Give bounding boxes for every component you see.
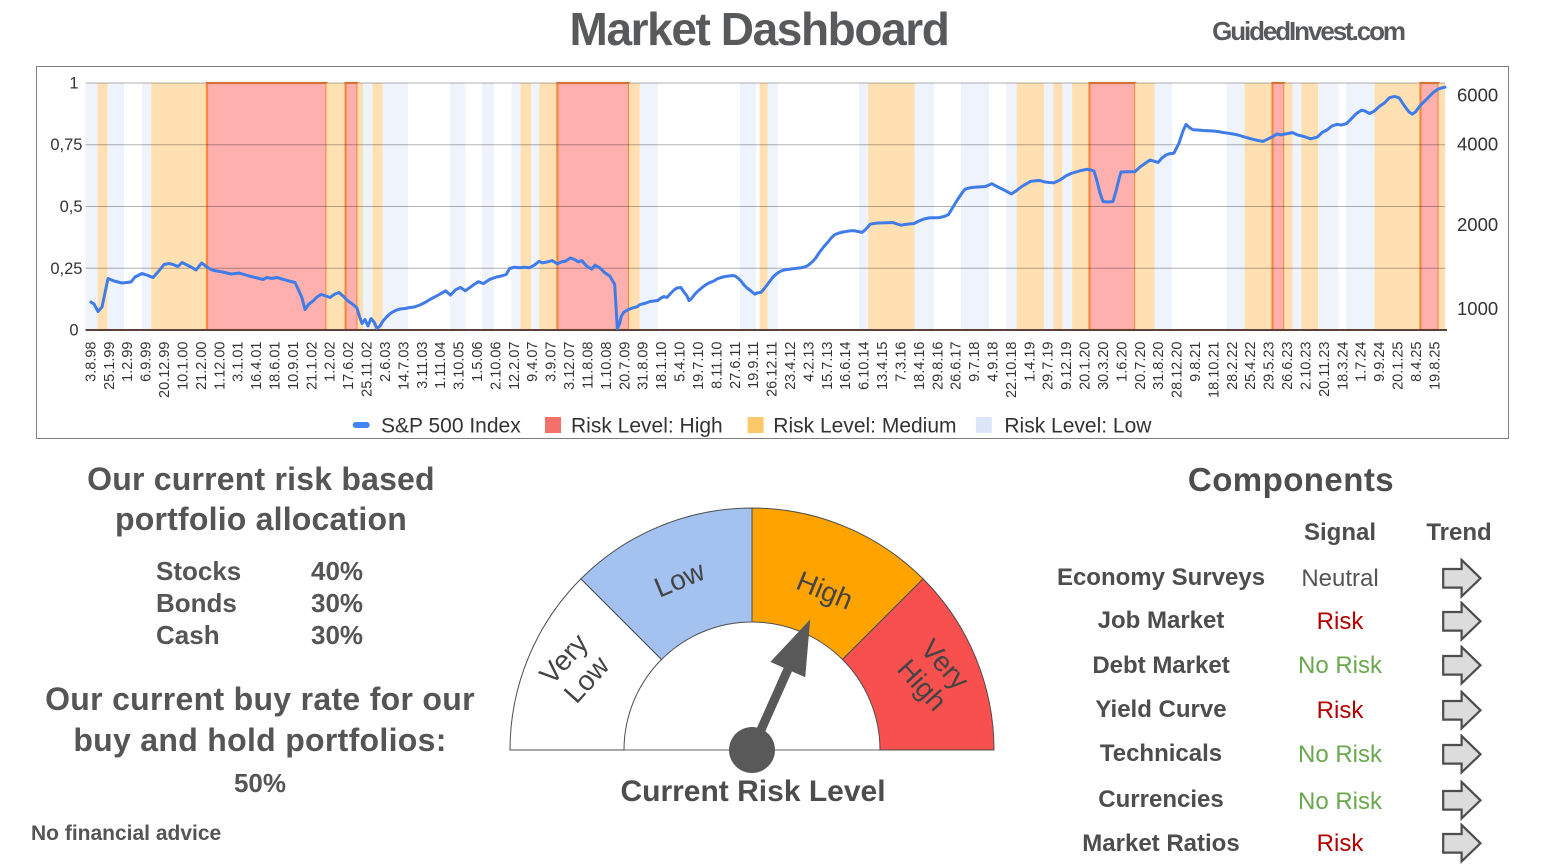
svg-text:13.4.15: 13.4.15 (875, 342, 891, 390)
svg-text:16.6.14: 16.6.14 (838, 342, 854, 390)
svg-text:10.9.01: 10.9.01 (286, 342, 302, 390)
svg-text:17.6.02: 17.6.02 (341, 342, 357, 390)
svg-text:3.9.07: 3.9.07 (544, 342, 560, 382)
svg-text:19.8.25: 19.8.25 (1427, 342, 1443, 390)
svg-text:25.1.99: 25.1.99 (102, 342, 118, 390)
svg-text:0,5: 0,5 (60, 198, 83, 216)
svg-text:6000: 6000 (1457, 85, 1498, 106)
svg-text:23.4.12: 23.4.12 (783, 342, 799, 390)
svg-text:9.7.18: 9.7.18 (967, 342, 983, 382)
svg-text:20.7.20: 20.7.20 (1133, 342, 1149, 390)
svg-text:20.1.20: 20.1.20 (1078, 342, 1094, 390)
svg-text:1000: 1000 (1457, 298, 1498, 319)
svg-text:7.3.16: 7.3.16 (893, 342, 909, 382)
svg-text:Risk Level: Low: Risk Level: Low (1004, 415, 1152, 438)
svg-text:31.8.09: 31.8.09 (636, 342, 652, 390)
svg-text:1.2.99: 1.2.99 (120, 342, 136, 382)
svg-text:4.9.18: 4.9.18 (986, 342, 1002, 382)
svg-text:20.1.25: 20.1.25 (1391, 342, 1407, 390)
svg-text:29.5.23: 29.5.23 (1262, 342, 1278, 390)
svg-text:18.4.16: 18.4.16 (912, 342, 928, 390)
svg-text:25.4.22: 25.4.22 (1243, 342, 1259, 390)
svg-text:16.4.01: 16.4.01 (249, 342, 265, 390)
svg-text:9.12.19: 9.12.19 (1059, 342, 1075, 390)
svg-text:3.10.05: 3.10.05 (452, 342, 468, 390)
svg-text:26.12.11: 26.12.11 (765, 342, 781, 397)
svg-text:29.7.19: 29.7.19 (1041, 341, 1057, 389)
svg-text:1: 1 (69, 75, 78, 93)
svg-text:8.11.10: 8.11.10 (709, 342, 725, 389)
svg-text:2.10.06: 2.10.06 (488, 342, 504, 390)
svg-text:20.12.99: 20.12.99 (157, 342, 173, 398)
svg-text:20.7.09: 20.7.09 (617, 342, 633, 390)
svg-text:18.1.10: 18.1.10 (654, 342, 670, 390)
svg-text:18.3.24: 18.3.24 (1335, 342, 1351, 390)
svg-text:9.4.07: 9.4.07 (525, 342, 541, 382)
svg-text:27.6.11: 27.6.11 (728, 342, 744, 389)
svg-text:19.9.11: 19.9.11 (746, 342, 762, 389)
svg-text:29.8.16: 29.8.16 (930, 342, 946, 390)
svg-text:18.6.01: 18.6.01 (268, 342, 284, 390)
svg-text:8.4.25: 8.4.25 (1409, 342, 1425, 382)
svg-text:2.10.23: 2.10.23 (1299, 342, 1315, 390)
svg-text:1.4.19: 1.4.19 (1022, 342, 1038, 382)
svg-text:28.2.22: 28.2.22 (1225, 342, 1241, 390)
svg-text:31.8.20: 31.8.20 (1151, 342, 1167, 390)
svg-text:12.2.07: 12.2.07 (507, 342, 523, 390)
svg-text:1.5.06: 1.5.06 (470, 342, 486, 382)
svg-text:20.11.23: 20.11.23 (1317, 342, 1333, 397)
svg-text:0,75: 0,75 (50, 136, 82, 154)
svg-text:10.1.00: 10.1.00 (175, 342, 191, 390)
svg-text:1.12.00: 1.12.00 (212, 342, 228, 390)
svg-text:22.10.18: 22.10.18 (1004, 342, 1020, 398)
svg-text:21.1.02: 21.1.02 (304, 342, 320, 390)
svg-text:26.6.17: 26.6.17 (949, 342, 965, 390)
svg-text:9.8.21: 9.8.21 (1188, 342, 1204, 382)
svg-text:28.12.20: 28.12.20 (1170, 342, 1186, 398)
svg-text:Risk Level: High: Risk Level: High (571, 415, 723, 438)
svg-text:26.6.23: 26.6.23 (1280, 342, 1296, 390)
svg-text:2.6.03: 2.6.03 (378, 342, 394, 382)
svg-text:14.7.03: 14.7.03 (396, 342, 412, 390)
svg-text:21.2.00: 21.2.00 (194, 342, 210, 390)
svg-text:1.10.08: 1.10.08 (599, 342, 615, 390)
svg-text:30.3.20: 30.3.20 (1096, 342, 1112, 390)
svg-text:S&P 500 Index: S&P 500 Index (381, 415, 521, 438)
svg-text:4000: 4000 (1457, 134, 1498, 155)
svg-text:18.10.21: 18.10.21 (1206, 342, 1222, 398)
svg-text:3.12.07: 3.12.07 (562, 342, 578, 390)
svg-text:15.7.13: 15.7.13 (820, 342, 836, 390)
svg-text:2000: 2000 (1457, 214, 1498, 235)
svg-text:0,25: 0,25 (50, 260, 82, 278)
svg-text:3.11.03: 3.11.03 (415, 342, 431, 389)
svg-text:6.10.14: 6.10.14 (857, 342, 873, 390)
svg-text:1.7.24: 1.7.24 (1354, 342, 1370, 382)
svg-text:1.6.20: 1.6.20 (1114, 342, 1130, 382)
svg-text:3.8.98: 3.8.98 (83, 342, 99, 382)
svg-text:1.2.02: 1.2.02 (323, 342, 339, 382)
svg-text:3.1.01: 3.1.01 (231, 342, 247, 382)
svg-text:25.11.02: 25.11.02 (360, 342, 376, 397)
svg-text:1.11.04: 1.11.04 (433, 342, 449, 389)
svg-text:Risk Level: Medium: Risk Level: Medium (773, 415, 956, 438)
svg-text:19.7.10: 19.7.10 (691, 342, 707, 390)
svg-text:5.4.10: 5.4.10 (673, 342, 689, 382)
svg-text:11.8.08: 11.8.08 (581, 342, 597, 389)
svg-text:9.9.24: 9.9.24 (1372, 342, 1388, 382)
svg-text:4.2.13: 4.2.13 (801, 342, 817, 382)
svg-text:6.9.99: 6.9.99 (139, 342, 155, 382)
svg-text:0: 0 (69, 322, 78, 340)
